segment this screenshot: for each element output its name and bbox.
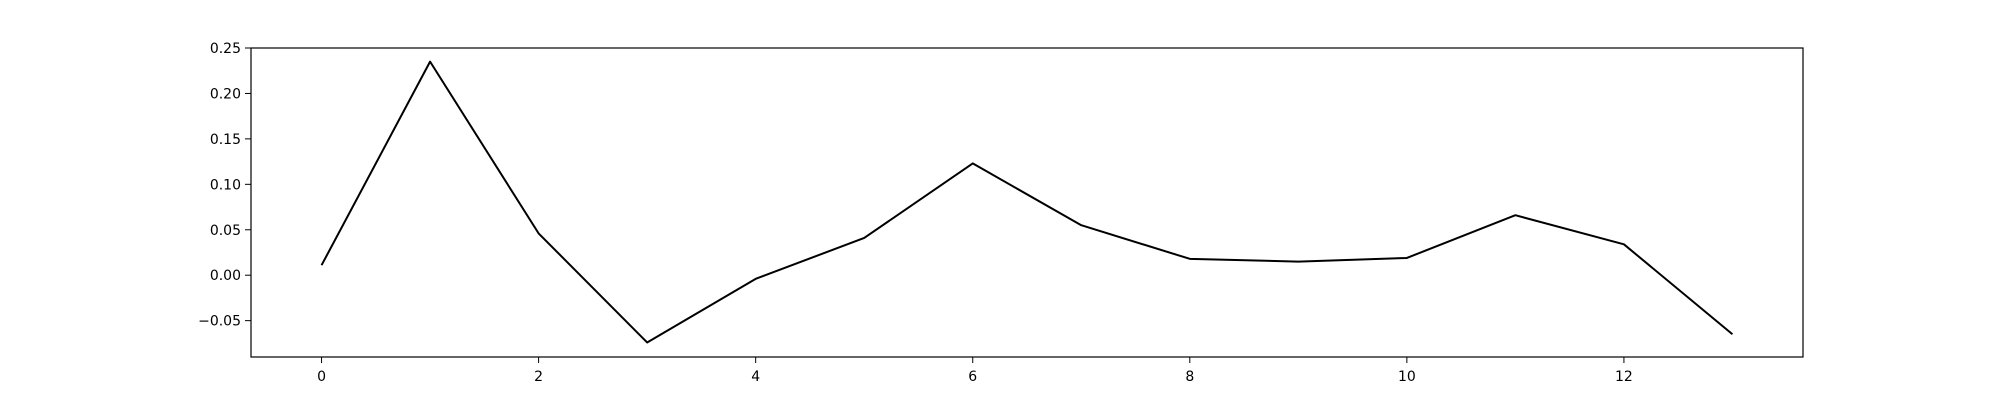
x-tick-label: 4: [751, 369, 760, 385]
y-tick-label: 0.25: [210, 41, 241, 57]
y-tick-label: 0.10: [210, 177, 241, 193]
y-tick-label: 0.05: [210, 223, 241, 239]
y-tick-label: 0.15: [210, 132, 241, 148]
y-tick-label: 0.20: [210, 86, 241, 102]
series-line: [320, 60, 1734, 344]
x-tick-label: 12: [1615, 369, 1633, 385]
y-tick-label: −0.05: [198, 314, 241, 330]
x-tick-label: 8: [1185, 369, 1194, 385]
x-tick-label: 2: [534, 369, 543, 385]
x-tick-label: 10: [1398, 369, 1416, 385]
x-tick-label: 6: [968, 369, 977, 385]
y-tick-label: 0.00: [210, 268, 241, 284]
x-axis: 0 2 4 6 8 10 12: [317, 357, 1633, 385]
y-axis: −0.05 0.00 0.05 0.10 0.15 0.20 0.25: [198, 41, 251, 330]
series-layer: [320, 60, 1734, 344]
x-tick-label: 0: [317, 369, 326, 385]
plot-frame: [250, 47, 1804, 358]
